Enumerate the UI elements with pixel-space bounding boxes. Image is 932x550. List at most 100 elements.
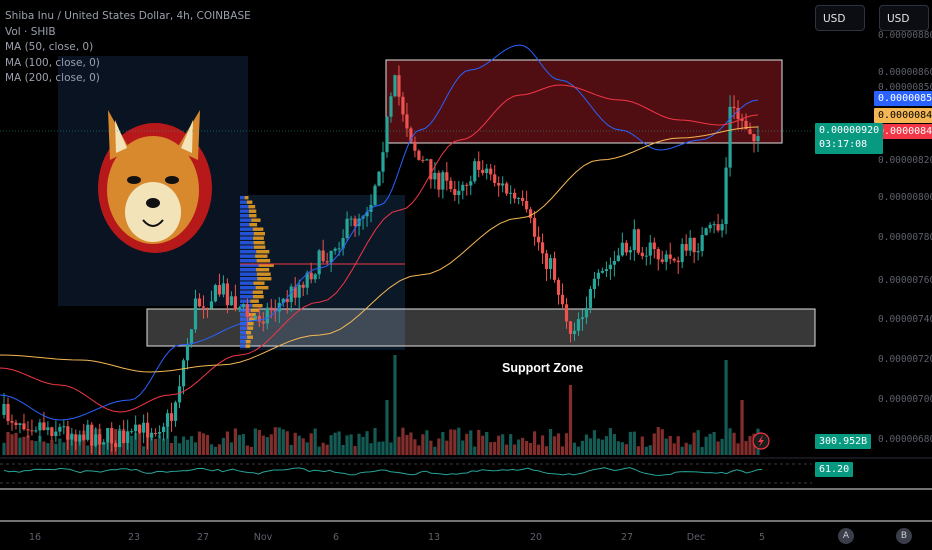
volume-bar bbox=[529, 443, 533, 455]
volume-bar bbox=[365, 431, 369, 455]
volume-bar bbox=[644, 446, 648, 455]
volume-bar bbox=[700, 446, 704, 455]
volume-bar bbox=[281, 429, 285, 455]
profile-bar bbox=[249, 317, 257, 321]
candle bbox=[608, 257, 612, 280]
volume-bar bbox=[505, 444, 509, 455]
volume-bar bbox=[173, 435, 178, 455]
volume-bar bbox=[313, 428, 317, 455]
volume-bar bbox=[664, 438, 668, 455]
volume-bar bbox=[688, 444, 692, 455]
candle bbox=[201, 295, 206, 319]
candle bbox=[437, 170, 441, 198]
price-axis[interactable]: 0.00000880 0.00000860 0.00000850 0.00000820… bbox=[878, 30, 932, 445]
price-tick-label: 0.00000860 bbox=[878, 67, 932, 78]
time-axis[interactable]: 16 23 27 Nov 6 13 20 27 Dec 5 bbox=[29, 532, 765, 543]
volume-bar bbox=[576, 446, 581, 455]
legend-ma100: MA (100, close, 0) bbox=[5, 56, 100, 69]
candle bbox=[78, 430, 82, 446]
candle bbox=[564, 298, 569, 329]
axis-button-a[interactable]: A bbox=[838, 528, 854, 544]
volume-bar bbox=[648, 445, 652, 455]
volume-bar bbox=[660, 429, 664, 455]
currency-button-right[interactable]: USD bbox=[879, 5, 929, 31]
volume-bar bbox=[680, 446, 684, 455]
volume-bar bbox=[369, 443, 373, 455]
resistance-zone[interactable] bbox=[385, 59, 783, 144]
candle bbox=[692, 237, 696, 264]
profile-bar bbox=[240, 277, 258, 281]
profile-bar bbox=[252, 290, 263, 294]
volume-bar bbox=[349, 434, 353, 455]
candle bbox=[501, 176, 505, 193]
profile-bar bbox=[258, 263, 274, 267]
volume-bar bbox=[596, 438, 601, 455]
candle bbox=[560, 283, 565, 308]
volume-bar bbox=[493, 441, 497, 455]
candle bbox=[122, 419, 126, 444]
candle bbox=[632, 219, 636, 262]
volume-bar bbox=[728, 428, 732, 455]
price-tick-label: 0.00000740 bbox=[878, 314, 932, 325]
candle bbox=[521, 190, 525, 206]
axis-button-b[interactable]: B bbox=[896, 528, 912, 544]
candle bbox=[34, 426, 38, 433]
volume-bar bbox=[293, 432, 297, 455]
candle bbox=[10, 414, 14, 431]
candle bbox=[110, 422, 114, 452]
profile-bar bbox=[255, 286, 269, 290]
volume-bar bbox=[445, 440, 449, 455]
currency-button-left[interactable]: USD bbox=[815, 5, 865, 31]
support-zone[interactable] bbox=[146, 308, 816, 347]
volume-bar bbox=[465, 433, 469, 455]
volume-bar bbox=[676, 436, 680, 455]
candle bbox=[696, 242, 700, 261]
candle bbox=[185, 337, 190, 370]
profile-bar bbox=[240, 254, 256, 258]
candle bbox=[94, 427, 98, 448]
candle bbox=[532, 210, 537, 246]
volume-bar bbox=[50, 440, 54, 455]
candle bbox=[381, 141, 385, 184]
candle bbox=[744, 113, 748, 130]
candle bbox=[157, 425, 162, 438]
candle bbox=[2, 392, 6, 419]
volume-bar bbox=[277, 427, 281, 455]
volume-bar bbox=[449, 429, 453, 455]
volume-bar bbox=[461, 440, 465, 455]
candle bbox=[293, 276, 297, 306]
candle bbox=[209, 290, 214, 310]
candle bbox=[740, 113, 744, 131]
volume-bar bbox=[740, 400, 744, 455]
profile-bar bbox=[240, 263, 259, 267]
candle bbox=[118, 425, 122, 448]
candle bbox=[377, 170, 381, 187]
volume-bar bbox=[397, 436, 401, 455]
volume-bar bbox=[157, 434, 162, 455]
volume-bar bbox=[253, 428, 257, 455]
candle bbox=[544, 249, 549, 281]
volume-bar bbox=[14, 432, 18, 455]
lightning-icon[interactable] bbox=[752, 432, 770, 450]
volume-bar bbox=[6, 431, 10, 455]
candle bbox=[473, 158, 477, 184]
profile-bar bbox=[240, 227, 253, 231]
candle bbox=[297, 279, 301, 309]
volume-bar bbox=[289, 444, 293, 455]
volume-bar bbox=[556, 433, 561, 455]
candle bbox=[126, 419, 130, 450]
candle bbox=[161, 422, 166, 441]
profile-bar bbox=[240, 259, 257, 263]
candle bbox=[150, 427, 154, 441]
profile-bar bbox=[240, 209, 249, 213]
candle bbox=[736, 100, 740, 130]
volume-bar bbox=[245, 445, 249, 455]
volume-bar bbox=[417, 445, 421, 455]
legend-ma50: MA (50, close, 0) bbox=[5, 41, 94, 53]
volume-bar bbox=[485, 431, 489, 455]
candle bbox=[676, 256, 680, 275]
candle bbox=[237, 305, 241, 313]
volume-bar bbox=[385, 400, 389, 455]
volume-bar bbox=[489, 442, 493, 455]
